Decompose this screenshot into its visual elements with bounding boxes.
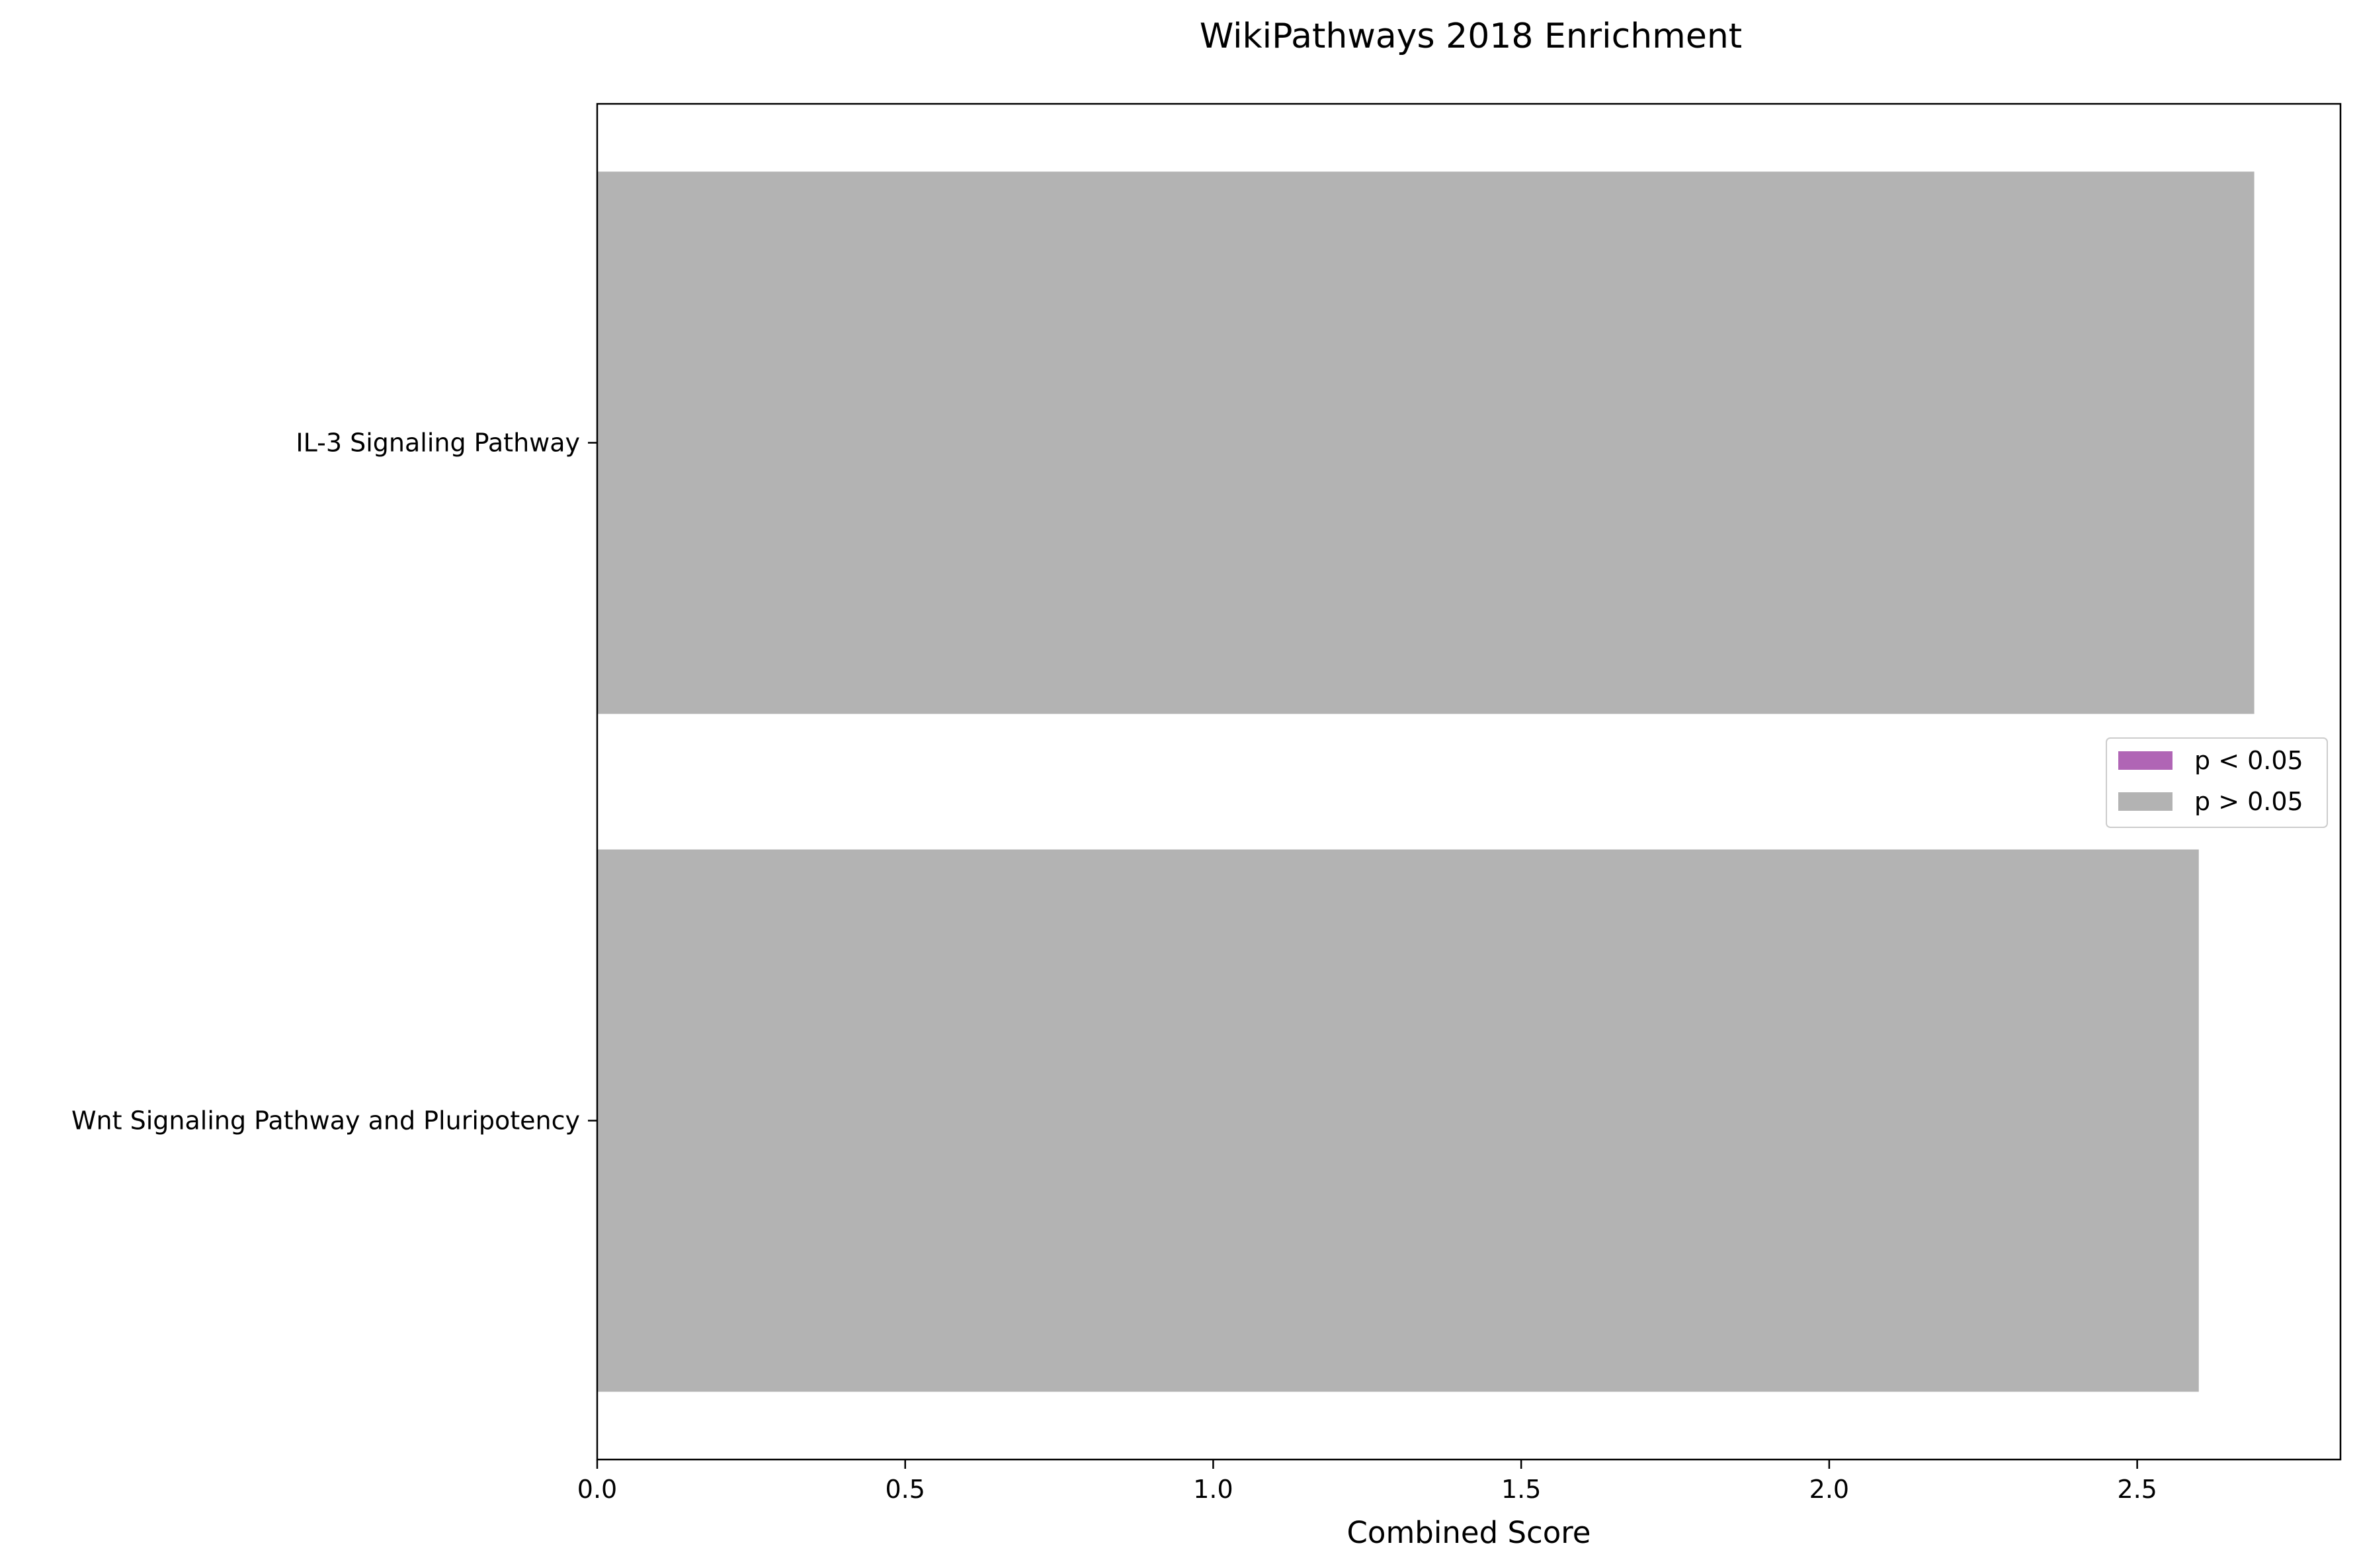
x-tick-label: 1.0 — [1193, 1475, 1233, 1504]
y-tick-label: Wnt Signaling Pathway and Pluripotency — [71, 1106, 580, 1135]
legend-entry: p > 0.05 — [2194, 787, 2303, 816]
bars-group — [597, 171, 2255, 1392]
bar — [597, 171, 2255, 714]
bar — [597, 849, 2199, 1392]
legend: p < 0.05 p > 0.05 — [2106, 737, 2328, 828]
legend-swatch — [2118, 751, 2173, 770]
x-tick-label: 0.0 — [577, 1475, 617, 1504]
legend-swatch — [2118, 792, 2173, 811]
y-axis: IL-3 Signaling Pathway Wnt Signaling Path… — [71, 429, 597, 1135]
x-tick-label: 1.5 — [1501, 1475, 1541, 1504]
x-tick-label: 0.5 — [886, 1475, 925, 1504]
chart-title: WikiPathways 2018 Enrichment — [1200, 17, 1742, 56]
x-tick-label: 2.5 — [2117, 1475, 2157, 1504]
x-axis-label: Combined Score — [1347, 1515, 1591, 1550]
x-axis: 0.0 0.5 1.0 1.5 2.0 2.5 — [577, 1460, 2157, 1504]
plot-frame — [596, 103, 2342, 1461]
legend-entry: p < 0.05 — [2194, 746, 2303, 775]
x-tick-label: 2.0 — [1809, 1475, 1849, 1504]
y-tick-label: IL-3 Signaling Pathway — [296, 429, 580, 458]
